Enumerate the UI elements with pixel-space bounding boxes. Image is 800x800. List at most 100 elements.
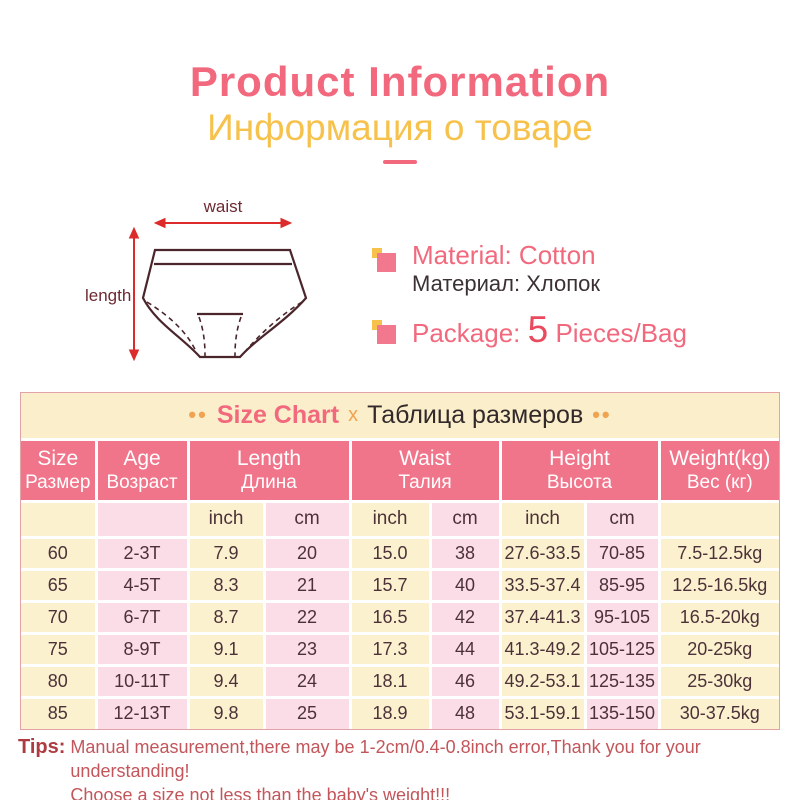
waist-label: waist xyxy=(203,197,243,216)
unit-cell: cm xyxy=(430,501,502,539)
tips-label: Tips: xyxy=(18,736,66,758)
cell-height-cm: 125-135 xyxy=(585,665,661,699)
cell-length-cm: 22 xyxy=(264,601,352,635)
cell-age: 12-13T xyxy=(96,697,190,729)
cell-size: 60 xyxy=(21,537,98,571)
cell-length-cm: 21 xyxy=(264,569,352,603)
size-chart-title-en: Size Chart xyxy=(216,400,340,429)
cell-height-inch: 37.4-41.3 xyxy=(500,601,587,635)
unit-cell: inch xyxy=(500,501,587,539)
cell-weight: 12.5-16.5kg xyxy=(659,569,780,603)
size-chart-banner-row: •• Size Chart x Таблица размеров •• xyxy=(21,393,780,441)
page-subtitle-ru: Информация о товаре xyxy=(207,107,593,148)
cell-length-cm: 24 xyxy=(264,665,352,699)
package-label: Package: xyxy=(412,318,528,348)
package-spec: Package: 5 Pieces/Bag xyxy=(372,309,687,351)
size-chart-title-ru: Таблица размеров xyxy=(367,400,584,429)
cell-weight: 25-30kg xyxy=(659,665,780,699)
cell-length-inch: 7.9 xyxy=(188,537,266,571)
cell-age: 8-9T xyxy=(96,633,190,667)
cell-weight: 16.5-20kg xyxy=(659,601,780,635)
cell-length-inch: 9.8 xyxy=(188,697,266,729)
cell-height-cm: 135-150 xyxy=(585,697,661,729)
cell-length-inch: 9.4 xyxy=(188,665,266,699)
cell-age: 10-11T xyxy=(96,665,190,699)
cell-height-cm: 95-105 xyxy=(585,601,661,635)
cell-weight: 30-37.5kg xyxy=(659,697,780,729)
cell-length-cm: 20 xyxy=(264,537,352,571)
cell-waist-cm: 42 xyxy=(430,601,502,635)
table-row: 75 8-9T 9.1 23 17.3 44 41.3-49.2 105-125… xyxy=(21,633,780,667)
cell-length-cm: 25 xyxy=(264,697,352,729)
page-title: Product Information xyxy=(189,58,611,105)
column-header-age: Age Возраст xyxy=(96,439,190,503)
tips-line-2: Choose a size not less than the baby's w… xyxy=(70,785,451,800)
table-header-row: Size Размер Age Возраст Length Длина Waist Т… xyxy=(21,439,780,503)
cell-waist-inch: 15.0 xyxy=(350,537,432,571)
pink-square-icon xyxy=(377,325,396,344)
overlapping-squares-icon xyxy=(372,248,398,276)
table-row: 80 10-11T 9.4 24 18.1 46 49.2-53.1 125-1… xyxy=(21,665,780,699)
waist-arrow xyxy=(153,217,293,229)
unit-cell xyxy=(659,501,780,539)
column-header-waist: Waist Талия xyxy=(350,439,502,503)
cell-weight: 7.5-12.5kg xyxy=(659,537,780,571)
tips-text: Manual measurement,there may be 1-2cm/0.… xyxy=(70,735,788,800)
size-chart-table: •• Size Chart x Таблица размеров •• Size… xyxy=(21,393,780,729)
cell-height-inch: 41.3-49.2 xyxy=(500,633,587,667)
cell-size: 70 xyxy=(21,601,98,635)
measurement-diagram: waist length xyxy=(85,196,335,376)
cell-height-cm: 70-85 xyxy=(585,537,661,571)
cell-size: 80 xyxy=(21,665,98,699)
overlapping-squares-icon xyxy=(372,320,398,348)
cell-waist-inch: 17.3 xyxy=(350,633,432,667)
package-quantity: 5 xyxy=(527,309,549,350)
cell-height-inch: 53.1-59.1 xyxy=(500,697,587,729)
cell-height-cm: 105-125 xyxy=(585,633,661,667)
cell-age: 6-7T xyxy=(96,601,190,635)
cell-length-inch: 8.3 xyxy=(188,569,266,603)
cell-weight: 20-25kg xyxy=(659,633,780,667)
column-header-size: Size Размер xyxy=(21,439,98,503)
pink-square-icon xyxy=(377,253,396,272)
unit-row: inch cm inch cm inch cm xyxy=(21,501,780,539)
size-chart: •• Size Chart x Таблица размеров •• Size… xyxy=(20,392,780,730)
cell-size: 65 xyxy=(21,569,98,603)
unit-cell: inch xyxy=(188,501,266,539)
tips-section: Tips: Manual measurement,there may be 1-… xyxy=(18,735,788,800)
unit-cell: cm xyxy=(264,501,352,539)
cell-waist-inch: 15.7 xyxy=(350,569,432,603)
banner-x-separator: x xyxy=(348,403,359,426)
cell-length-cm: 23 xyxy=(264,633,352,667)
title-underline xyxy=(383,160,417,164)
material-spec: Material: Cotton Материал: Хлопок xyxy=(372,240,600,297)
unit-cell: cm xyxy=(585,501,661,539)
table-row: 85 12-13T 9.8 25 18.9 48 53.1-59.1 135-1… xyxy=(21,697,780,729)
unit-cell xyxy=(21,501,98,539)
material-value-en: Material: Cotton xyxy=(412,240,596,270)
briefs-seams xyxy=(146,301,303,357)
column-header-length: Length Длина xyxy=(188,439,352,503)
cell-waist-inch: 18.9 xyxy=(350,697,432,729)
cell-length-inch: 9.1 xyxy=(188,633,266,667)
cell-waist-cm: 38 xyxy=(430,537,502,571)
tips-line-1: Manual measurement,there may be 1-2cm/0.… xyxy=(70,737,701,781)
cell-length-inch: 8.7 xyxy=(188,601,266,635)
briefs-outline xyxy=(141,248,308,359)
cell-waist-cm: 46 xyxy=(430,665,502,699)
material-value-ru: Материал: Хлопок xyxy=(412,271,600,296)
cell-height-inch: 33.5-37.4 xyxy=(500,569,587,603)
size-chart-banner: •• Size Chart x Таблица размеров •• xyxy=(21,401,779,430)
cell-waist-inch: 16.5 xyxy=(350,601,432,635)
cell-waist-cm: 48 xyxy=(430,697,502,729)
cell-height-inch: 49.2-53.1 xyxy=(500,665,587,699)
cell-waist-inch: 18.1 xyxy=(350,665,432,699)
table-row: 70 6-7T 8.7 22 16.5 42 37.4-41.3 95-105 … xyxy=(21,601,780,635)
length-label: length xyxy=(85,286,132,305)
unit-cell xyxy=(96,501,190,539)
dots-left-icon: •• xyxy=(188,402,208,428)
page-header: Product Information Информация о товаре xyxy=(0,58,800,164)
dots-right-icon: •• xyxy=(592,402,612,428)
unit-cell: inch xyxy=(350,501,432,539)
